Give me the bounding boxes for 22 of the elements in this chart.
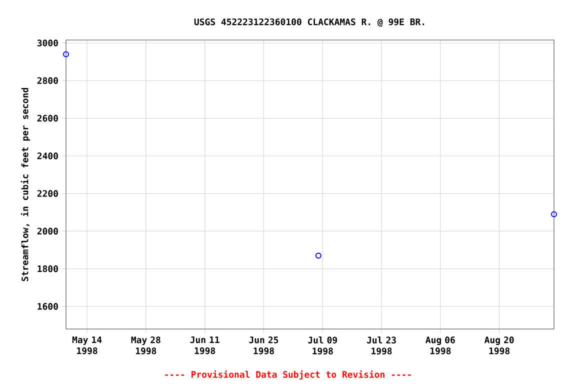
text: ---- Provisional Data Subject to Revision ----: [165, 370, 411, 380]
x-tick-label: Jul 23 1998: [367, 336, 396, 354]
y-tick-label: 2000: [37, 228, 58, 235]
y-tick-label: 2800: [37, 77, 58, 84]
x-tick-label: Jul 09 1998: [308, 336, 338, 354]
y-tick-label: 1800: [38, 265, 58, 272]
x-tick-label: Aug 20 1998: [484, 336, 514, 354]
chart-title: USGS 452223122360100 CLACKAMAS R. @ 99E BR.: [194, 18, 424, 26]
x-tick-label: Aug 06 1998: [426, 336, 455, 354]
y-axis-title: Streamflow, in cubic feet per second: [20, 88, 30, 282]
x-tick-label: Jun 11 1998: [190, 336, 220, 354]
x-tick-label: May 28 1998: [131, 336, 160, 354]
x-tick-label: May 14 1998: [72, 336, 102, 354]
point: [315, 252, 322, 259]
y-tick-label: 2400: [37, 152, 58, 160]
y-tick-label: 3000: [37, 40, 58, 46]
y-tick-label: 2600: [37, 114, 58, 122]
point: [551, 211, 558, 218]
point: [63, 51, 69, 58]
y-tick-label: 1600: [38, 303, 58, 310]
y-tick-label: 2200: [37, 190, 58, 197]
x-tick-label: Jun 25 1998: [249, 336, 278, 354]
